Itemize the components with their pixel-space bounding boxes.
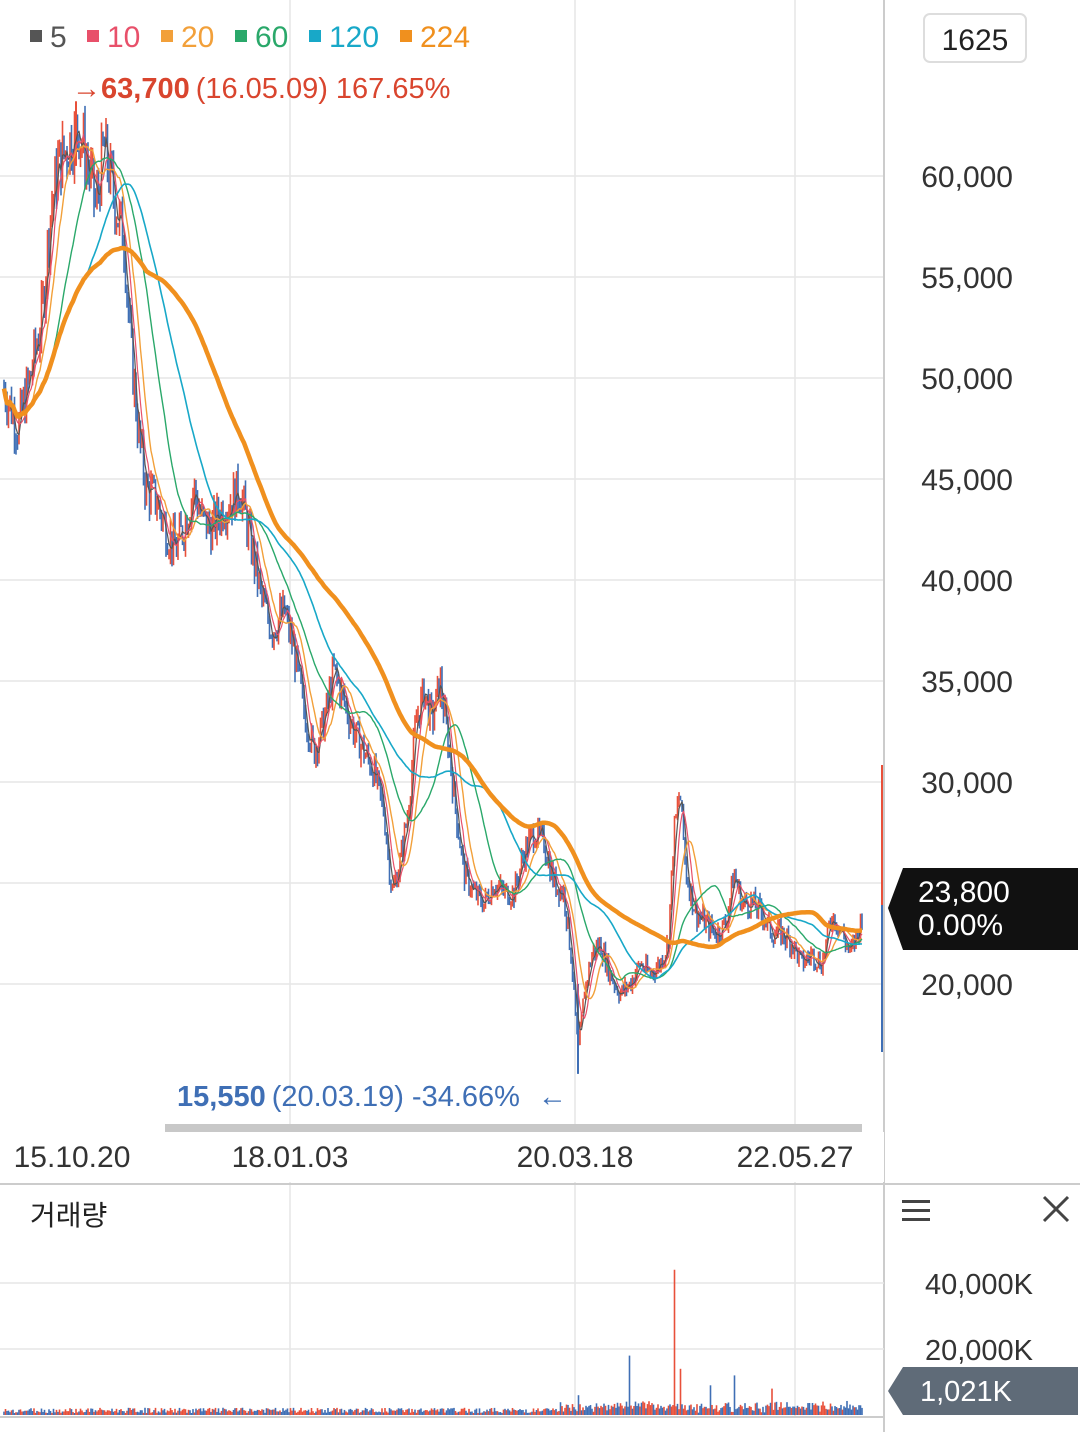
current-price: 23,800 [918, 876, 1010, 909]
high-price: 63,700 [101, 73, 190, 105]
price-tick-label: 45,000 [921, 464, 1013, 497]
price-axis: 60,000 55,000 50,000 45,000 40,000 35,000 30,0… [921, 161, 1013, 1002]
high-date: (16.05.09) [196, 73, 328, 105]
volume-badge-label: 1,021K [920, 1376, 1013, 1408]
legend-label: 120 [329, 21, 379, 54]
current-price-badge: 23,800 0.00% [888, 868, 1078, 950]
scroll-bar[interactable] [165, 1124, 862, 1132]
price-grid [0, 175, 884, 985]
ma224-line [1, 245, 863, 950]
legend-label: 10 [107, 21, 140, 54]
legend-swatch [161, 30, 173, 42]
date-tick-label: 18.01.03 [232, 1141, 349, 1174]
legend-swatch [400, 30, 412, 42]
volume-grid [0, 1282, 884, 1350]
legend-label: 224 [420, 21, 470, 54]
ma120-line [3, 183, 863, 979]
current-change: 0.00% [918, 909, 1003, 942]
low-pct: -34.66% [412, 1081, 520, 1113]
hamburger-icon[interactable] [902, 1200, 930, 1221]
high-marker: →63,700 (16.05.09) 167.65% [72, 73, 450, 105]
volume-title: 거래량 [30, 1200, 107, 1231]
legend-swatch [30, 30, 42, 42]
low-marker: 15,550 (20.03.19) -34.66% ← [177, 1081, 567, 1113]
date-tick-label: 22.05.27 [737, 1141, 854, 1174]
legend-swatch [309, 30, 321, 42]
date-tick-label: 15.10.20 [14, 1141, 131, 1174]
volume-tick-label: 20,000K [925, 1335, 1034, 1367]
price-tick-label: 60,000 [921, 161, 1013, 194]
volume-badge: 1,021K [888, 1367, 1078, 1415]
date-gridlines [289, 0, 796, 1417]
high-arrow: → [72, 73, 101, 105]
legend-swatch [87, 30, 99, 42]
low-arrow: ← [538, 1081, 567, 1113]
period-box[interactable]: 1625 [923, 13, 1027, 63]
period-box-label: 1625 [942, 24, 1009, 57]
ma20-line [3, 144, 863, 1000]
price-tick-label: 55,000 [921, 262, 1013, 295]
date-axis-band [0, 1132, 884, 1182]
price-tick-label: 50,000 [921, 363, 1013, 396]
ma60-line [3, 156, 863, 981]
price-tick-label: 40,000 [921, 565, 1013, 598]
price-tick-label: 20,000 [921, 969, 1013, 1002]
date-axis: 15.10.20 18.01.03 20.03.18 22.05.27 [14, 1141, 854, 1174]
candle-series [3, 101, 863, 1074]
ma5-line [3, 130, 863, 1031]
legend-label: 5 [50, 21, 67, 54]
price-tick-label: 30,000 [921, 767, 1013, 800]
legend-swatch [235, 30, 247, 42]
legend-label: 20 [181, 21, 214, 54]
low-date: (20.03.19) [272, 1081, 404, 1113]
price-tick-label: 35,000 [921, 666, 1013, 699]
close-icon[interactable] [1042, 1195, 1070, 1223]
moving-average-lines [1, 130, 863, 1031]
legend: 5 10 20 60 120 224 [30, 21, 470, 54]
volume-axis: 40,000K 20,000K [925, 1269, 1034, 1367]
low-price: 15,550 [177, 1081, 266, 1113]
volume-tick-label: 40,000K [925, 1269, 1034, 1301]
high-pct: 167.65% [336, 73, 451, 105]
legend-label: 60 [255, 21, 288, 54]
date-tick-label: 20.03.18 [517, 1141, 634, 1174]
ma10-line [3, 133, 863, 1019]
volume-bars [3, 1269, 863, 1415]
